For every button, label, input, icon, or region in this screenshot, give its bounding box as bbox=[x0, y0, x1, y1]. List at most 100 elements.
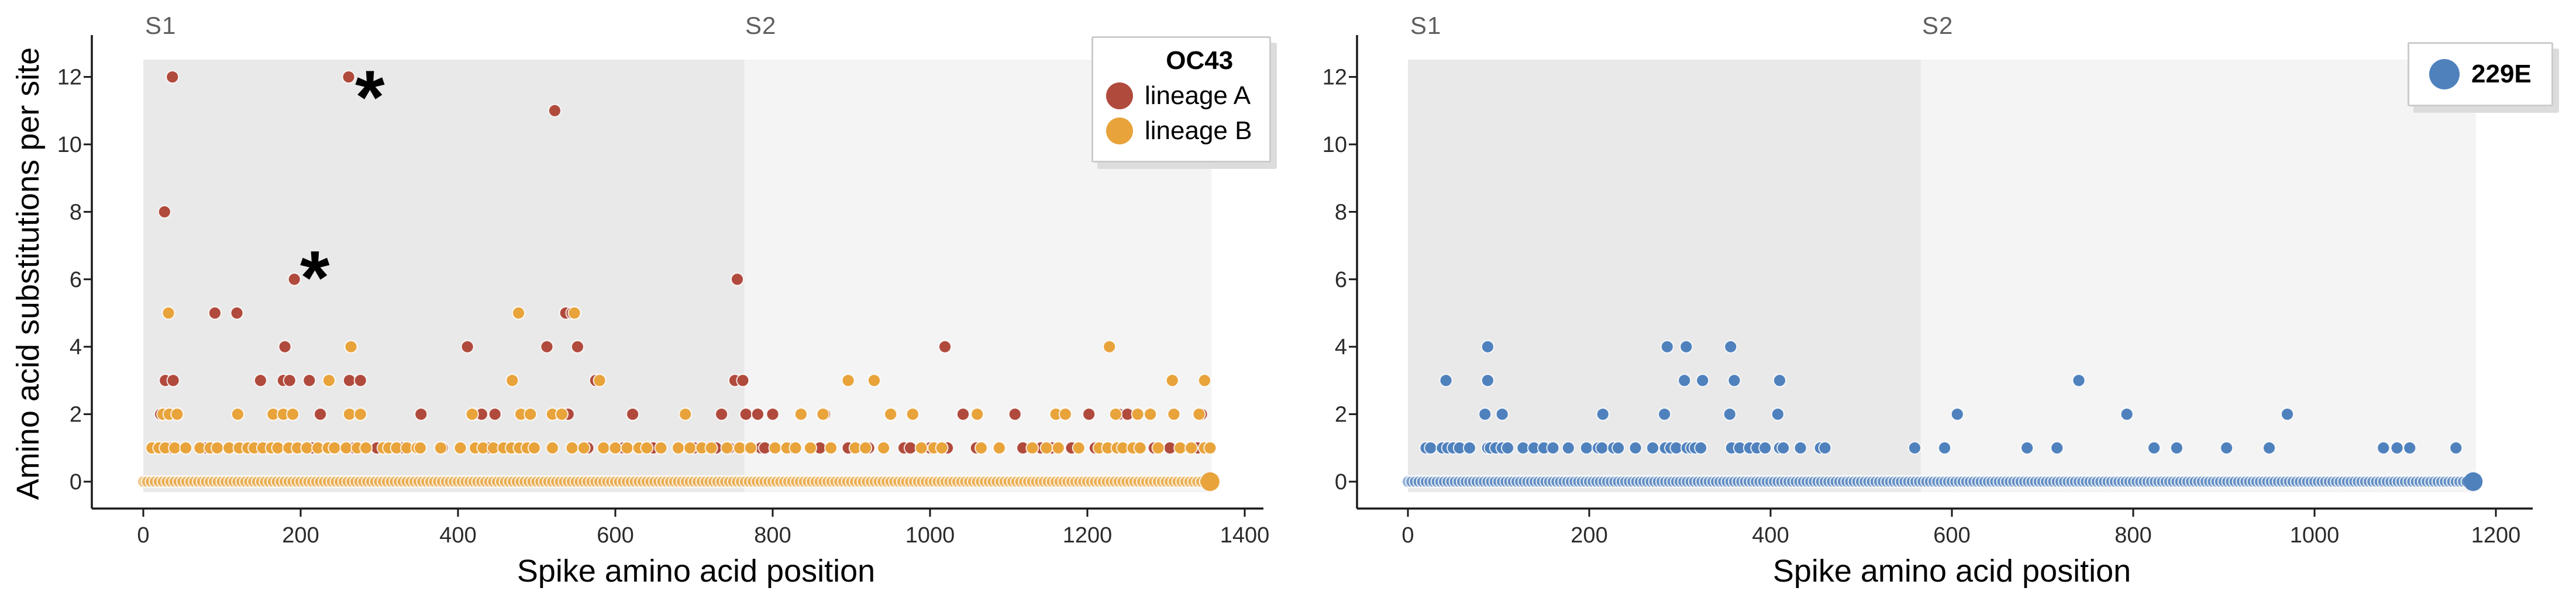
zero-band-point bbox=[1630, 475, 1643, 488]
zero-band-point bbox=[2181, 475, 2194, 488]
zero-band-point bbox=[2105, 475, 2118, 488]
zero-band-point bbox=[2177, 475, 2191, 488]
data-point bbox=[1058, 407, 1072, 421]
zero-band-point bbox=[1833, 475, 1846, 488]
data-point bbox=[433, 441, 447, 455]
zero-band-point bbox=[2304, 475, 2317, 488]
data-point bbox=[597, 441, 611, 455]
data-point bbox=[1133, 441, 1147, 455]
data-point bbox=[736, 374, 750, 388]
zero-band-point bbox=[2014, 475, 2027, 488]
zero-band-point bbox=[2366, 475, 2379, 488]
data-point bbox=[1950, 407, 1964, 421]
data-point bbox=[867, 374, 881, 388]
zero-band-point bbox=[1989, 475, 2002, 488]
y-axis-title: Amino acid substitutions per site bbox=[11, 47, 46, 500]
data-point bbox=[992, 441, 1006, 455]
data-point bbox=[2281, 407, 2294, 421]
zero-band-point bbox=[2308, 475, 2321, 488]
zero-band-point bbox=[2029, 475, 2042, 488]
data-point bbox=[1658, 407, 1672, 421]
zero-band-point bbox=[1920, 475, 1933, 488]
data-point bbox=[1478, 407, 1492, 421]
data-point bbox=[1082, 407, 1096, 421]
data-point bbox=[679, 407, 693, 421]
zero-band-point bbox=[2047, 475, 2060, 488]
zero-band-point bbox=[1971, 475, 1984, 488]
data-point bbox=[914, 441, 928, 455]
zero-band-point bbox=[2101, 475, 2114, 488]
zero-band-point bbox=[1593, 475, 1607, 488]
zero-band-point bbox=[1408, 475, 1422, 488]
data-point bbox=[750, 407, 764, 421]
zero-band-point bbox=[2290, 475, 2303, 488]
zero-band-point bbox=[1855, 475, 1868, 488]
229e-marker-icon bbox=[2429, 59, 2460, 89]
zero-band-point bbox=[1470, 475, 1483, 488]
zero-band-point bbox=[1793, 475, 1806, 488]
s1-region-label-229e: S1 bbox=[1410, 12, 1442, 39]
zero-band-point bbox=[2010, 475, 2024, 488]
zero-band-point bbox=[1583, 475, 1596, 488]
zero-band-point bbox=[1651, 475, 1665, 488]
zero-band-point bbox=[2000, 475, 2013, 488]
zero-band-point bbox=[1778, 475, 1792, 488]
data-point bbox=[488, 407, 502, 421]
zero-band-point bbox=[2409, 475, 2423, 488]
zero-band-point bbox=[1619, 475, 1632, 488]
zero-band-point bbox=[2250, 475, 2263, 488]
legend-label-lineage-a: lineage A bbox=[1145, 81, 1251, 110]
zero-band-point bbox=[2170, 475, 2184, 488]
data-point bbox=[567, 306, 581, 320]
data-point bbox=[788, 441, 803, 455]
data-point bbox=[2020, 441, 2034, 455]
data-point bbox=[555, 407, 569, 421]
zero-band-point bbox=[1800, 475, 1813, 488]
zero-band-point bbox=[2449, 475, 2463, 488]
data-point bbox=[730, 272, 744, 286]
data-point bbox=[1793, 441, 1807, 455]
data-point bbox=[715, 407, 729, 421]
zero-band-point bbox=[1481, 475, 1494, 488]
zero-band-point bbox=[1945, 475, 1958, 488]
zero-band-point bbox=[2370, 475, 2383, 488]
data-point bbox=[593, 374, 607, 388]
data-point bbox=[286, 407, 300, 421]
zero-band-point bbox=[2340, 475, 2354, 488]
x-tick-label: 1000 bbox=[2290, 523, 2340, 548]
data-point bbox=[253, 374, 267, 388]
zero-band-point bbox=[1662, 475, 1676, 488]
zero-band-point bbox=[1913, 475, 1926, 488]
y-tick-label: 4 bbox=[1335, 335, 1347, 359]
x-tick-label: 400 bbox=[439, 523, 476, 548]
x-tick-label: 600 bbox=[1933, 523, 1970, 548]
data-point bbox=[938, 340, 952, 354]
zero-band-point bbox=[2381, 475, 2394, 488]
zero-band-point bbox=[1837, 475, 1850, 488]
zero-band-point bbox=[2348, 475, 2361, 488]
zero-band-point bbox=[1699, 475, 1712, 488]
data-point bbox=[683, 441, 697, 455]
zero-band-point bbox=[2388, 475, 2401, 488]
zero-band-point bbox=[2195, 475, 2209, 488]
data-point bbox=[743, 441, 757, 455]
data-point bbox=[1727, 374, 1741, 388]
zero-band-point bbox=[2358, 475, 2372, 488]
data-point bbox=[278, 340, 292, 354]
data-point bbox=[1167, 407, 1181, 421]
data-point bbox=[322, 374, 336, 388]
zero-band-point bbox=[1434, 475, 1447, 488]
zero-band-point bbox=[1738, 475, 1752, 488]
zero-band-point bbox=[1883, 475, 1897, 488]
zero-band-point bbox=[2373, 475, 2386, 488]
x-tick-label: 1400 bbox=[1220, 523, 1270, 548]
zero-band-point bbox=[1539, 475, 1552, 488]
data-point bbox=[1151, 441, 1165, 455]
zero-band-point bbox=[1931, 475, 1944, 488]
data-point bbox=[1776, 441, 1790, 455]
zero-band-point bbox=[2264, 475, 2278, 488]
data-point bbox=[161, 306, 175, 320]
data-point bbox=[328, 441, 342, 455]
data-point bbox=[577, 441, 591, 455]
